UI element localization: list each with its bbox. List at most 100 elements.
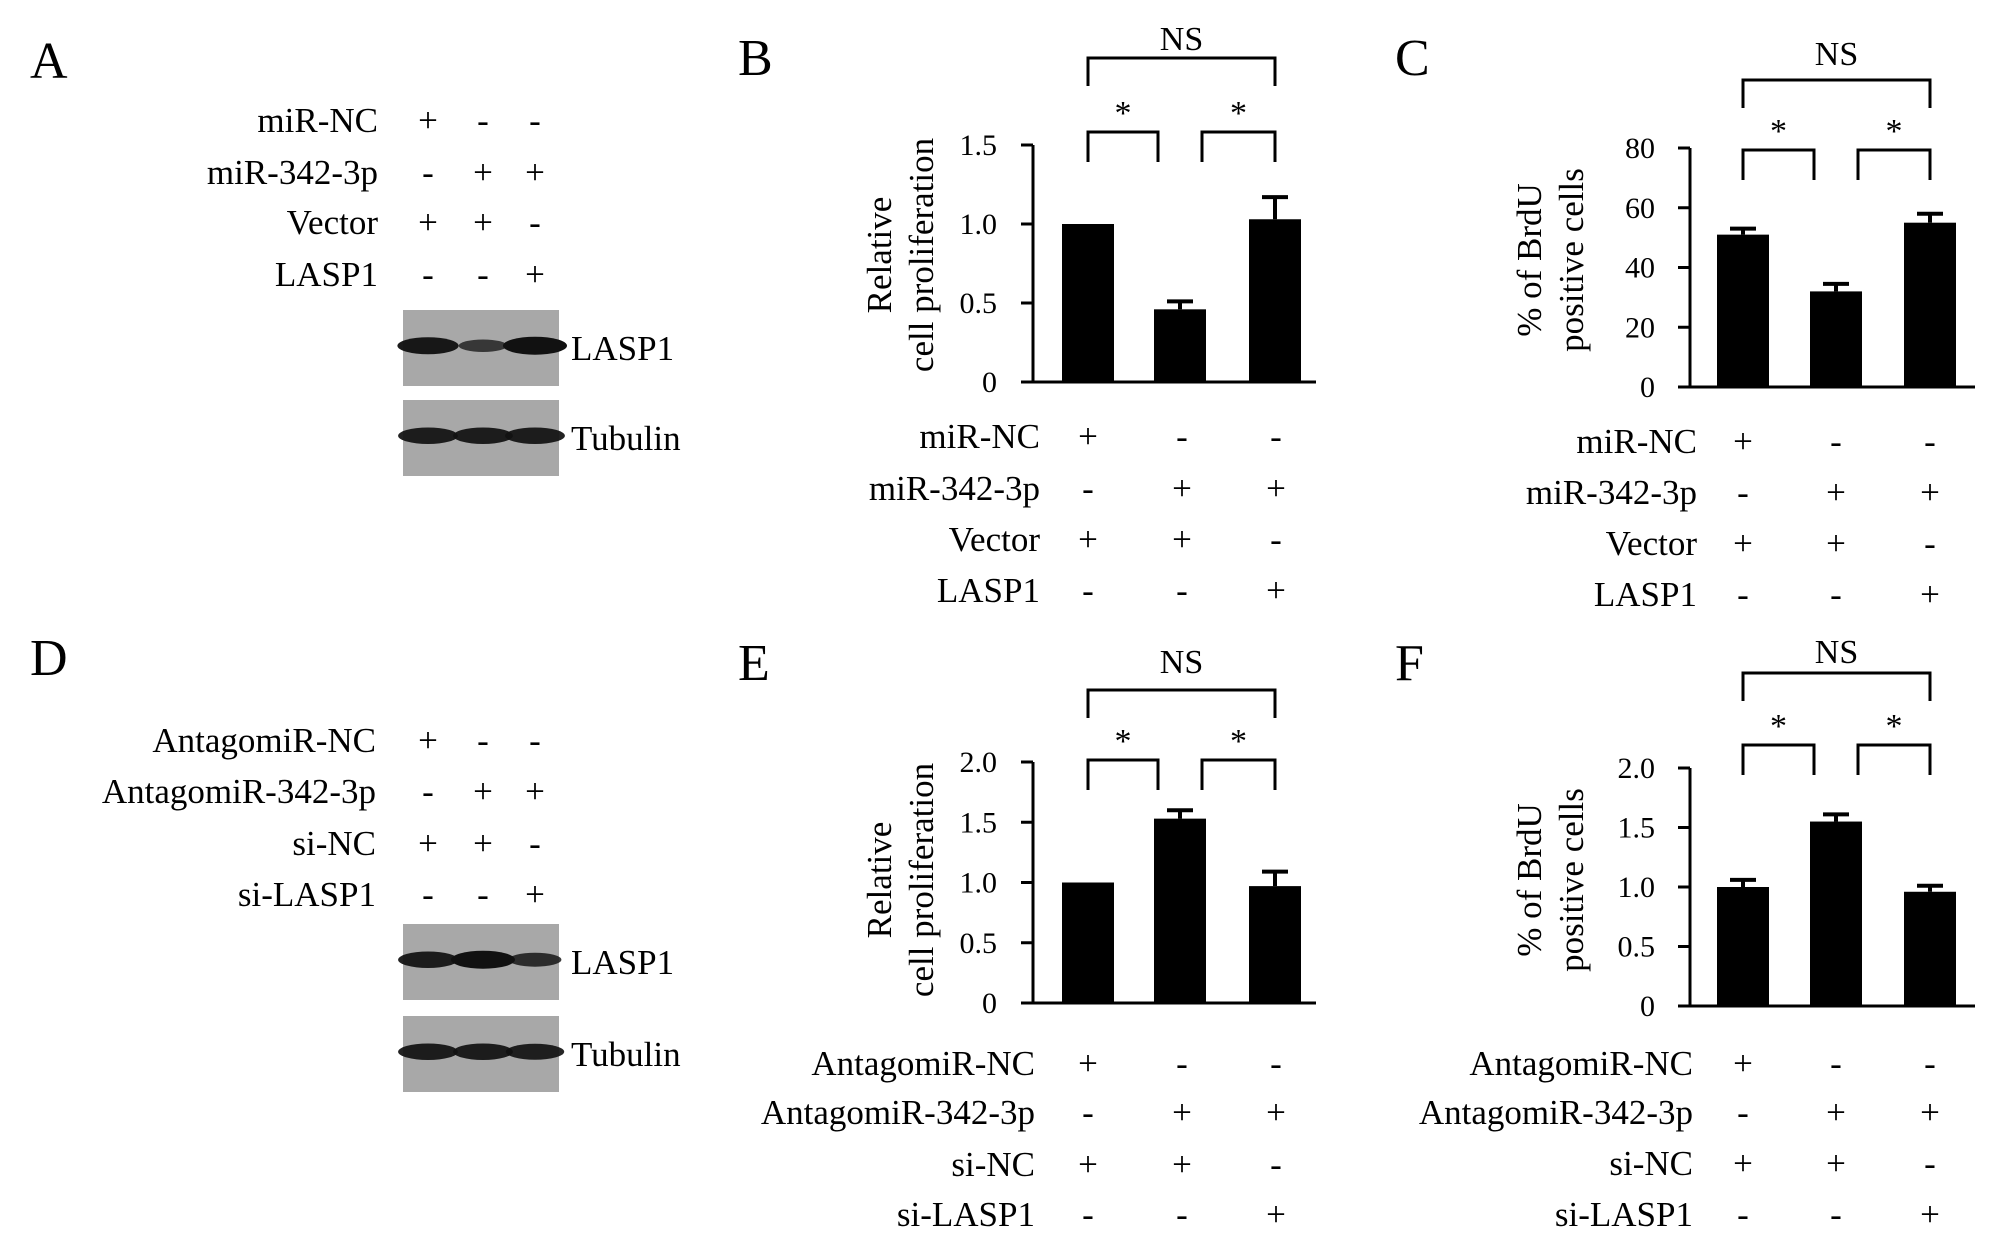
chart-b-condition-label: miR-NC [919,417,1040,456]
chart-c-ns-bracket [1741,78,1932,108]
chart-e-y-axis-title-line: Relative [860,822,899,939]
chart-b-sig-bracket [1200,130,1277,162]
chart-b-ns-bracket [1086,56,1277,86]
panel-d-blot-band [451,950,515,969]
chart-f-sig-bracket [1741,743,1816,775]
chart-b-bar [1062,224,1114,382]
chart-f-y-tick-label: 1.0 [1618,871,1656,904]
chart-f-bar [1810,821,1862,1006]
chart-f-treatment-sign: - [1830,1195,1842,1234]
chart-c-bar [1810,291,1862,387]
panel-a-condition-label: miR-342-3p [207,153,378,192]
chart-e-sig-bracket [1200,758,1277,790]
chart-c-treatment-sign: - [1924,422,1936,461]
panel-a-treatment-sign: - [422,255,434,294]
panel-a-condition-label: Vector [287,203,379,242]
panel-a-blot-band [505,427,565,444]
panel-d-blot-label: Tubulin [571,1035,681,1074]
chart-e-treatment-sign: - [1176,1044,1188,1083]
chart-b-y-axis-title-line: cell proliferation [902,138,941,372]
chart-f-y-axis-title-line: positive cells [1552,788,1591,972]
chart-f-condition-label: AntagomiR-342-3p [1419,1093,1693,1132]
chart-c-treatment-sign: - [1830,575,1842,614]
panel-d-condition-label: si-NC [292,824,376,863]
panel-d-treatment-sign: + [473,824,493,863]
panel-d-treatment-sign: - [529,721,541,760]
panel-a-treatment-sign: + [525,153,545,192]
panel-d-treatment-sign: + [418,721,438,760]
chart-c-y-axis-title-line: positive cells [1552,168,1591,352]
chart-c-y-tick-label: 0 [1640,371,1655,404]
chart-f-treatment-sign: + [1826,1093,1846,1132]
chart-f-treatment-sign: + [1733,1144,1753,1183]
chart-e-y-tick-label: 0 [982,987,997,1020]
chart-b-letter: B [738,30,773,87]
panel-a-blot-band [458,339,508,352]
chart-c-bar [1904,222,1956,387]
chart-c-condition-label: miR-342-3p [1526,473,1697,512]
chart-b-treatment-sign: - [1176,571,1188,610]
chart-c-y-tick-label: 80 [1625,132,1655,165]
panel-a-treatment-sign: - [529,101,541,140]
chart-b-treatment-sign: - [1082,469,1094,508]
chart-b-bar [1154,309,1206,382]
panel-d-treatment-sign: - [477,875,489,914]
chart-c-condition-label: Vector [1606,524,1698,563]
chart-f-ns-bracket [1741,671,1932,701]
chart-b-bar [1249,219,1301,382]
chart-c-sig-star: * [1770,113,1787,150]
panel-a-blot-label: Tubulin [571,419,681,458]
chart-b-y-axis-title: Relative cell proliferation [860,138,941,372]
chart-e-ns-bracket [1086,688,1277,718]
chart-e-treatment-sign: + [1172,1145,1192,1184]
chart-e-sig-star: * [1230,723,1247,760]
chart-e-sig-bracket [1086,758,1160,790]
panel-d-blot-band [398,1043,458,1060]
chart-e-y-axis-title-line: cell proliferation [902,763,941,997]
chart-f-y-axis-title-line: % of BrdU [1510,803,1549,957]
panel-d-blot-band [453,1043,513,1060]
chart-b-treatment-sign: - [1270,417,1282,456]
chart-b-y-axis-title-line: Relative [860,197,899,314]
chart-b-condition-label: miR-342-3p [869,469,1040,508]
chart-f-treatment-sign: - [1737,1195,1749,1234]
panel-a-treatment-sign: + [473,203,493,242]
chart-e-treatment-sign: - [1082,1195,1094,1234]
chart-e-y-tick-label: 1.0 [960,867,998,900]
panel-d-treatment-sign: - [422,772,434,811]
panel-a-blot-band [503,336,567,355]
panel-a-treatment-sign: + [418,101,438,140]
chart-f-bar [1904,891,1956,1006]
chart-e-bar [1154,818,1206,1003]
chart-b-y-tick-label: 0.5 [960,287,998,320]
panel-a-treatment-sign: + [473,153,493,192]
chart-b-condition-label: LASP1 [937,571,1040,610]
chart-f-y-tick-label: 2.0 [1618,752,1656,785]
chart-c-sig-star: * [1886,113,1903,150]
chart-f-y-tick-label: 0.5 [1618,931,1656,964]
chart-c-bar [1717,234,1769,387]
chart-f-treatment-sign: - [1924,1144,1936,1183]
chart-f-treatment-sign: - [1924,1044,1936,1083]
panel-d-blot-label: LASP1 [571,943,674,982]
chart-b-sig-bracket [1086,130,1160,162]
panel-d-condition-label: si-LASP1 [238,875,376,914]
panel-d-blot-band [398,951,458,968]
chart-e-treatment-sign: - [1082,1093,1094,1132]
chart-e-y-tick-label: 2.0 [960,746,998,779]
chart-c-ns-label: NS [1815,36,1858,73]
chart-e-treatment-sign: - [1270,1145,1282,1184]
chart-b-sig-star: * [1115,95,1132,132]
chart-c-condition-label: LASP1 [1594,575,1697,614]
chart-f-condition-label: si-LASP1 [1555,1195,1693,1234]
panel-a-blot-band [397,337,459,355]
chart-c-sig-bracket [1856,148,1932,180]
chart-c-treatment-sign: - [1737,473,1749,512]
chart-b-treatment-sign: - [1082,571,1094,610]
chart-c-treatment-sign: + [1733,422,1753,461]
chart-f-sig-star: * [1886,708,1903,745]
chart-e-letter: E [738,635,770,692]
chart-e-y-axis-title: Relative cell proliferation [860,763,941,997]
panel-a-blot-band [453,427,513,444]
chart-c-treatment-sign: - [1830,422,1842,461]
